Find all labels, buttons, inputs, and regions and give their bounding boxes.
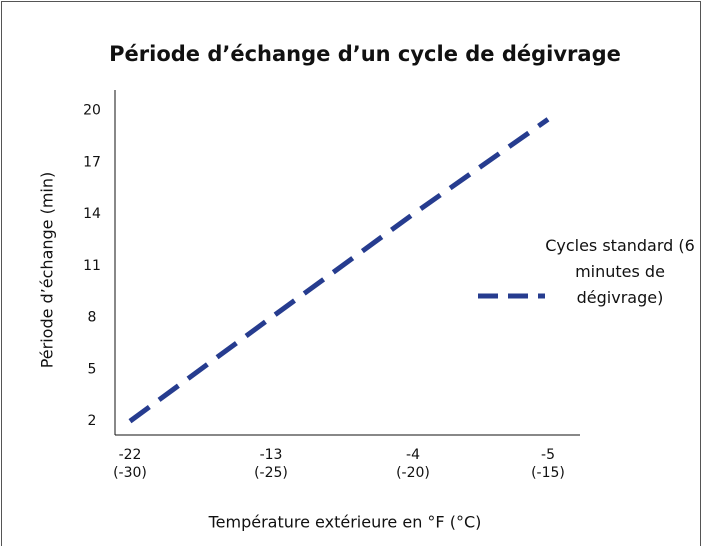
x-axis-label: Température extérieure en °F (°C) xyxy=(208,513,482,532)
x-tick-label: -13 xyxy=(260,447,283,463)
legend-label: Cycles standard (6 minutes de dégivrage) xyxy=(545,236,695,307)
y-tick-label: 14 xyxy=(83,206,101,222)
x-tick-label: -4 xyxy=(406,447,420,463)
x-tick-label-celsius: (-20) xyxy=(396,465,430,481)
y-tick-label: 11 xyxy=(83,258,101,274)
x-tick-label-celsius: (-25) xyxy=(254,465,288,481)
y-tick-label: 17 xyxy=(83,154,101,170)
y-axis-label: Période d’échange (min) xyxy=(38,172,57,369)
y-tick-label: 2 xyxy=(88,413,97,429)
x-tick-label-celsius: (-15) xyxy=(531,465,565,481)
y-tick-label: 8 xyxy=(88,310,97,326)
y-tick-label: 20 xyxy=(83,103,101,119)
x-tick-label: -22 xyxy=(119,447,142,463)
x-tick-label: -5 xyxy=(541,447,555,463)
x-tick-label-celsius: (-30) xyxy=(113,465,147,481)
chart-title: Période d’échange d’un cycle de dégivrag… xyxy=(109,42,621,66)
line xyxy=(128,117,550,424)
y-tick-label: 5 xyxy=(88,361,97,377)
